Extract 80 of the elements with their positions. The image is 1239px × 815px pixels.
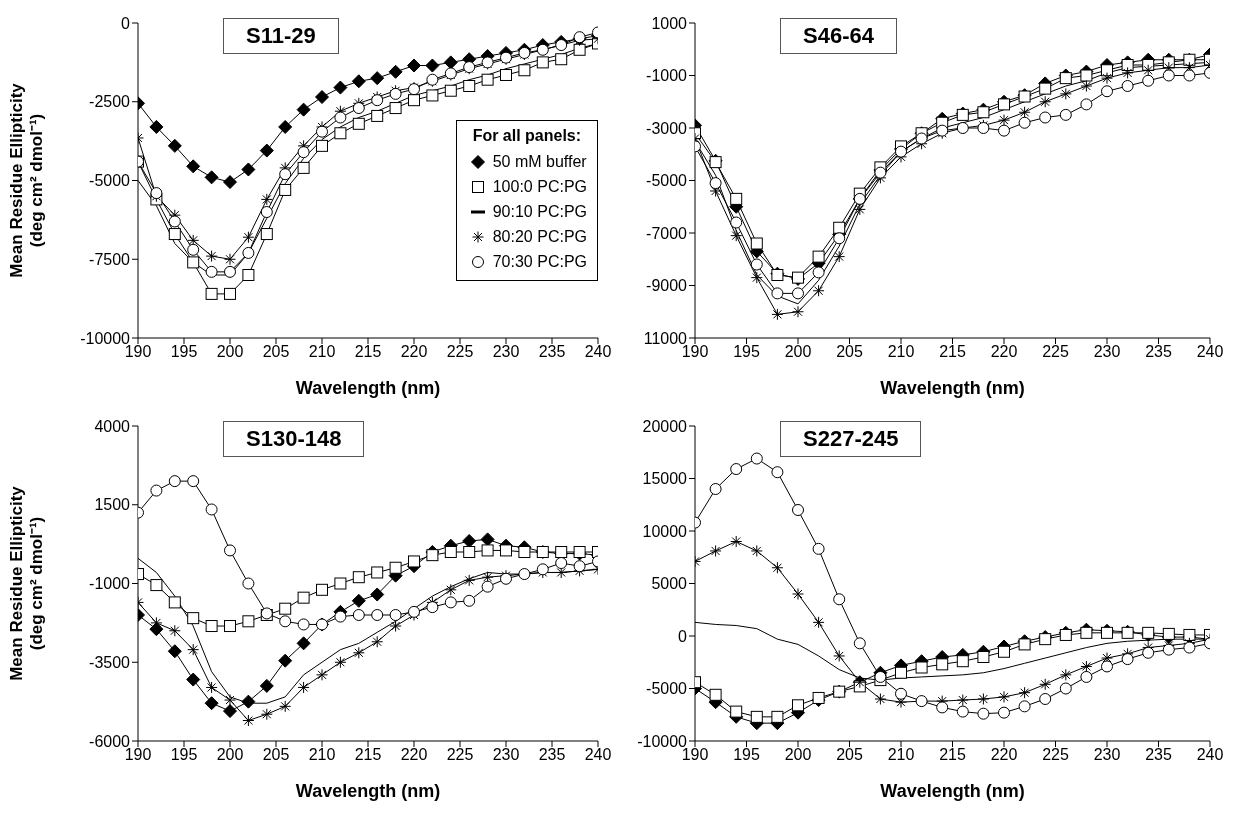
x-tick-label: 230: [1093, 343, 1121, 361]
x-tick-label: 190: [681, 746, 709, 764]
x-axis-title: Wavelength (nm): [295, 378, 441, 398]
x-tick-label: 190: [124, 746, 152, 764]
x-tick-label: 210: [308, 343, 336, 361]
x-tick-label: 195: [170, 343, 198, 361]
x-tick-label: 210: [887, 746, 915, 764]
y-tick-label: 0: [678, 627, 688, 645]
y-tick-label: 1000: [651, 14, 688, 32]
x-tick-label: 200: [784, 746, 812, 764]
y-tick-label: -1000: [646, 67, 688, 85]
y-tick-label: -7500: [89, 250, 131, 268]
chart-title: S227-245: [780, 421, 922, 457]
y-tick-label: 0: [121, 14, 131, 32]
y-tick-label: -2500: [89, 93, 131, 111]
chart-title: S11-29: [223, 18, 339, 54]
y-tick-label: 20000: [642, 417, 688, 435]
x-tick-label: 240: [584, 343, 612, 361]
x-tick-label: 220: [990, 343, 1018, 361]
x-tick-label: 240: [584, 746, 612, 764]
x-tick-label: 210: [887, 343, 915, 361]
x-tick-label: 200: [216, 343, 244, 361]
y-axis-title: Mean Residue Ellipticity (deg cm² dmol⁻¹): [7, 82, 46, 278]
x-tick-label: 235: [538, 343, 566, 361]
x-tick-label: 205: [836, 746, 863, 764]
x-tick-label: 225: [446, 343, 474, 361]
y-tick-label: 1500: [94, 496, 131, 514]
x-tick-label: 220: [400, 343, 428, 361]
x-tick-label: 205: [836, 343, 863, 361]
x-tick-label: 215: [939, 746, 966, 764]
x-tick-label: 195: [733, 746, 760, 764]
x-tick-label: 220: [400, 746, 428, 764]
legend-label: 100:0 PC:PG: [492, 177, 587, 196]
x-tick-label: 240: [1196, 343, 1224, 361]
x-tick-label: 230: [492, 746, 520, 764]
y-tick-label: 15000: [642, 470, 688, 488]
y-tick-label: -3500: [89, 653, 131, 671]
x-tick-label: 195: [733, 343, 760, 361]
y-tick-label: -1000: [89, 575, 131, 593]
x-axis-title: Wavelength (nm): [880, 378, 1025, 398]
x-tick-label: 240: [1196, 746, 1224, 764]
x-tick-label: 205: [262, 343, 290, 361]
x-tick-label: 195: [170, 746, 198, 764]
y-tick-label: -3000: [646, 119, 688, 137]
x-tick-label: 215: [354, 343, 382, 361]
x-tick-label: 215: [354, 746, 382, 764]
chart-title: S46-64: [780, 18, 897, 54]
x-tick-label: 235: [1145, 746, 1172, 764]
x-tick-label: 190: [124, 343, 152, 361]
y-tick-label: -5000: [646, 680, 688, 698]
legend-label: 50 mM buffer: [492, 152, 587, 171]
legend-label: 70:30 PC:PG: [492, 252, 587, 271]
x-tick-label: 190: [681, 343, 709, 361]
x-tick-label: 200: [216, 746, 244, 764]
x-tick-label: 215: [939, 343, 966, 361]
x-tick-label: 210: [308, 746, 336, 764]
x-tick-label: 230: [1093, 746, 1121, 764]
y-tick-label: -7000: [646, 224, 688, 242]
x-tick-label: 220: [990, 746, 1018, 764]
x-tick-label: 235: [538, 746, 566, 764]
x-axis-title: Wavelength (nm): [880, 781, 1025, 801]
y-tick-label: -9000: [646, 277, 688, 295]
x-tick-label: 225: [1042, 746, 1069, 764]
y-tick-label: -5000: [646, 172, 688, 190]
x-tick-label: 200: [784, 343, 812, 361]
legend-title: For all panels:: [471, 127, 583, 145]
y-tick-label: 4000: [94, 417, 131, 435]
x-axis-title: Wavelength (nm): [295, 781, 441, 801]
x-tick-label: 225: [1042, 343, 1069, 361]
y-tick-label: 5000: [651, 575, 688, 593]
y-tick-label: -5000: [89, 172, 131, 190]
x-tick-label: 205: [262, 746, 290, 764]
legend-label: 90:10 PC:PG: [492, 202, 587, 221]
chart-title: S130-148: [223, 421, 365, 457]
y-axis-title: Mean Residue Ellipticity (deg cm² dmol⁻¹): [7, 485, 46, 681]
x-tick-label: 230: [492, 343, 520, 361]
x-tick-label: 235: [1145, 343, 1172, 361]
y-tick-label: 10000: [642, 522, 688, 540]
legend-label: 80:20 PC:PG: [492, 227, 587, 246]
x-tick-label: 225: [446, 746, 474, 764]
